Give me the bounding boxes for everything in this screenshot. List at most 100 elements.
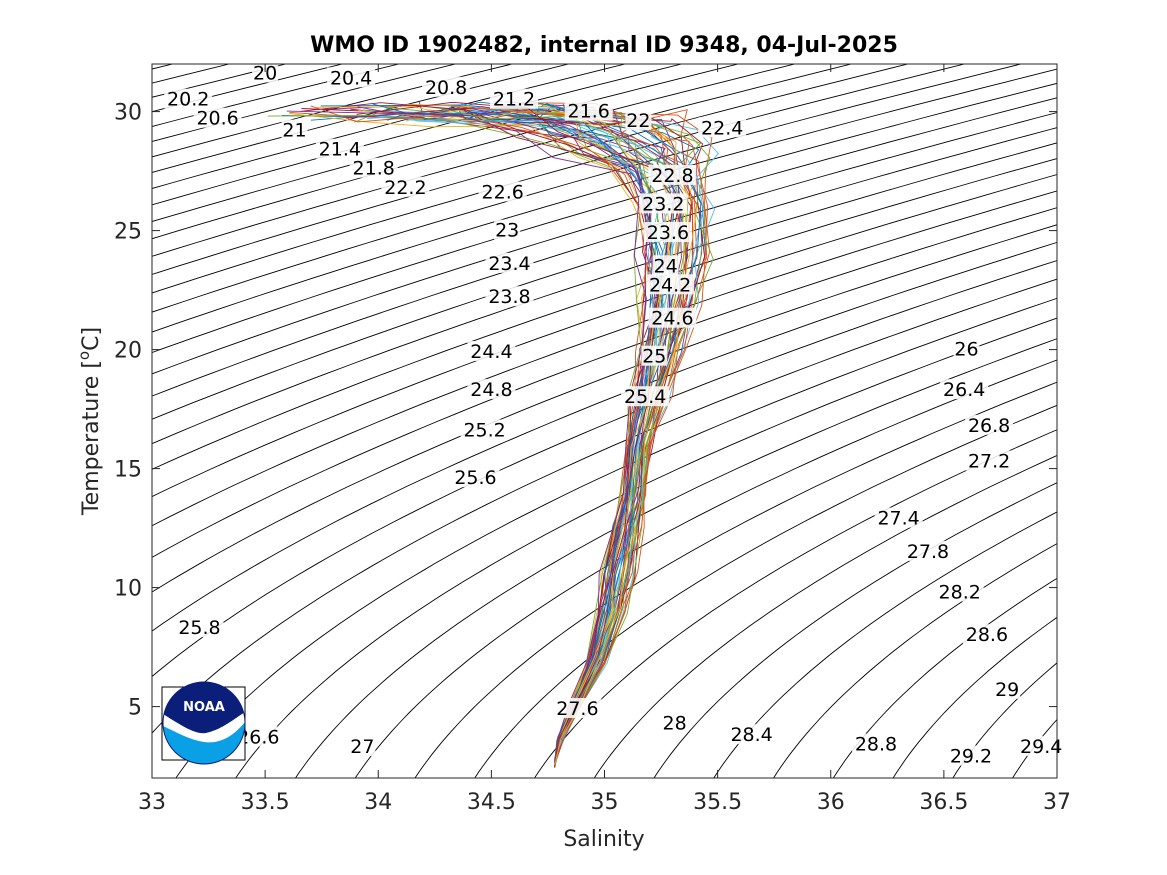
contour-label-bg-32 xyxy=(234,726,283,747)
contour-label-bg-28 xyxy=(451,467,500,488)
contour-label-bg-6 xyxy=(490,88,538,109)
density-contour-13 xyxy=(152,64,741,222)
contour-label-bg-7 xyxy=(315,138,364,159)
density-contour-15 xyxy=(152,64,854,257)
contour-label-bg-43 xyxy=(852,733,900,754)
profile-line-55 xyxy=(356,101,675,768)
contour-label-43: 28.8 xyxy=(855,734,897,756)
contour-label-bg-40 xyxy=(935,581,984,602)
contour-label-bg-29 xyxy=(175,617,224,638)
contour-label-bg-0 xyxy=(252,62,279,83)
contour-label-9: 21.8 xyxy=(353,158,395,180)
contour-label-bg-4 xyxy=(422,76,471,97)
contour-label-35: 27.2 xyxy=(968,451,1010,473)
profile-line-57 xyxy=(450,105,692,766)
contour-label-39: 28 xyxy=(663,712,687,734)
contour-label-bg-38 xyxy=(904,540,952,561)
contour-label-bg-46 xyxy=(1017,736,1066,757)
contour-label-bg-13 xyxy=(478,181,527,202)
density-contour-11 xyxy=(152,64,628,189)
density-contour-35 xyxy=(294,338,1057,778)
contour-label-bg-37 xyxy=(553,698,602,718)
contour-label-bg-10 xyxy=(625,110,652,131)
plot-area xyxy=(152,64,1057,778)
contour-label-28: 25.6 xyxy=(454,467,496,489)
density-contour-10 xyxy=(152,64,571,173)
contour-label-bg-20 xyxy=(652,255,679,276)
y-tick-label-2: 15 xyxy=(114,458,142,483)
contour-label-bg-44 xyxy=(994,678,1021,699)
contour-label-bg-17 xyxy=(485,252,534,273)
noaa-logo-text: NOAA xyxy=(183,700,225,715)
density-contour-22 xyxy=(152,112,1057,397)
density-contour-21 xyxy=(152,97,1057,375)
density-contour-27 xyxy=(152,190,1057,527)
contour-label-32: 26.6 xyxy=(237,727,279,749)
profile-line-38 xyxy=(357,106,656,765)
x-axis-label: Salinity xyxy=(563,827,644,852)
contour-label-bg-21 xyxy=(646,274,695,295)
contour-label-bg-19 xyxy=(485,286,534,307)
contour-label-8: 21.6 xyxy=(568,101,610,123)
x-tick-label-2: 34 xyxy=(364,790,392,815)
contour-label-10: 22 xyxy=(626,110,650,132)
density-contour-24 xyxy=(152,142,1057,445)
profile-line-59 xyxy=(286,110,647,762)
contour-label-4: 20.8 xyxy=(425,77,467,99)
contour-label-bg-24 xyxy=(467,379,516,400)
x-tick-label-3: 34.5 xyxy=(467,790,516,815)
contour-label-41: 28.4 xyxy=(730,724,772,746)
profile-line-50 xyxy=(554,105,694,762)
profile-line-49 xyxy=(387,112,662,763)
noaa-emblem-icon xyxy=(163,682,245,764)
contour-label-bg-9 xyxy=(349,157,398,178)
contour-label-bg-42 xyxy=(962,624,1011,645)
contour-label-bg-25 xyxy=(641,345,668,366)
contour-label-bg-16 xyxy=(639,193,688,214)
contour-label-bg-2 xyxy=(327,67,376,88)
contour-label-bg-15 xyxy=(494,219,521,240)
profile-line-51 xyxy=(358,106,670,768)
x-tick-label-4: 35 xyxy=(591,790,619,815)
x-tick-label-7: 36.5 xyxy=(919,790,968,815)
density-contour-14 xyxy=(152,64,797,240)
contour-label-bg-26 xyxy=(460,419,509,440)
contour-label-31: 26.4 xyxy=(943,379,985,401)
contour-label-27: 25.4 xyxy=(624,386,666,408)
contour-label-bg-39 xyxy=(661,712,688,733)
x-tick-label-1: 33.5 xyxy=(241,790,290,815)
contour-label-bg-11 xyxy=(381,176,430,197)
density-contour-41 xyxy=(653,482,1057,778)
contour-label-6: 21.2 xyxy=(493,89,535,111)
density-contour-40 xyxy=(593,455,1057,778)
density-contour-33 xyxy=(175,297,1057,778)
contour-label-bg-14 xyxy=(648,164,697,185)
density-contour-38 xyxy=(474,404,1057,778)
noaa-logo: NOAA xyxy=(161,681,246,765)
x-axis-ticks: 33 33.5 34 34.5 35 35.5 36 36.5 37 xyxy=(138,64,1071,815)
contour-label-bg-27 xyxy=(621,386,670,407)
contour-label-36: 27.4 xyxy=(877,508,919,530)
profile-line-58 xyxy=(533,102,698,765)
contour-label-1: 20.2 xyxy=(167,89,209,111)
float-profiles xyxy=(267,100,720,768)
density-contour-44 xyxy=(832,577,1057,778)
density-contour-36 xyxy=(354,359,1057,778)
contour-label-18: 23.6 xyxy=(647,222,689,244)
density-contour-labels: 20 20.2 20.4 20.6 20.8 21 21.2 21.4 21.6 21.8 22 22… xyxy=(164,62,1066,768)
contour-label-bg-45 xyxy=(947,745,995,766)
density-contour-37 xyxy=(414,381,1057,778)
contour-label-bg-35 xyxy=(965,450,1014,471)
contour-label-12: 22.4 xyxy=(701,117,743,139)
profile-line-46 xyxy=(554,104,714,768)
x-tick-label-6: 36 xyxy=(817,790,845,815)
contour-label-bg-30 xyxy=(953,338,980,359)
contour-label-0: 20 xyxy=(253,63,277,85)
profile-line-25 xyxy=(267,114,642,764)
contour-label-bg-22 xyxy=(467,341,516,361)
contour-label-bg-23 xyxy=(648,307,697,328)
y-axis-label-unit: C] xyxy=(79,327,104,351)
y-axis-ticks: 5 10 15 20 25 30 xyxy=(114,101,1057,721)
density-contour-48 xyxy=(1049,16,1167,825)
density-contour-28 xyxy=(152,207,1057,558)
